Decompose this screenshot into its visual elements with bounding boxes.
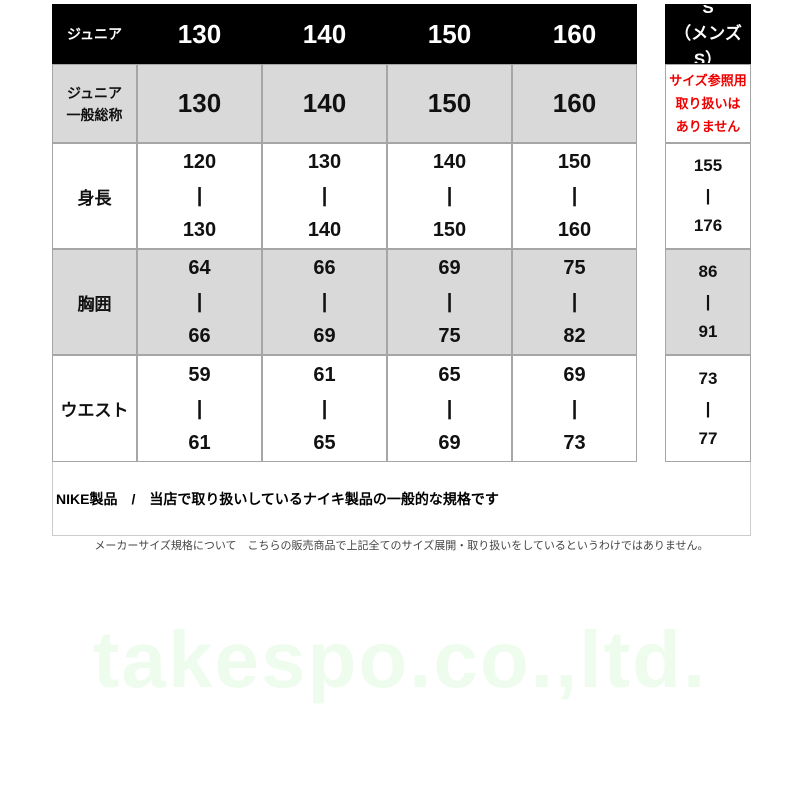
watermark: takespo.co.,ltd. xyxy=(92,615,708,704)
cell-text: | xyxy=(321,185,328,207)
cell-text: | xyxy=(571,291,578,313)
range-cell: 150 | 160 xyxy=(512,143,637,249)
brand-note: NIKE製品 / 当店で取り扱いしているナイキ製品の一般的な規格です xyxy=(52,461,751,536)
cell-text: ウエスト xyxy=(60,401,129,420)
cell-text: | xyxy=(196,185,203,207)
cell-text: 69 xyxy=(563,363,586,386)
general-size: 160 xyxy=(512,64,637,143)
range-cell: 65 | 69 xyxy=(387,355,512,462)
cell-text: | xyxy=(571,185,578,207)
cell-text: 130 xyxy=(177,88,222,118)
cell-text: 66 xyxy=(313,257,336,279)
cell-text: | xyxy=(705,292,711,311)
header-size: 150 xyxy=(387,4,512,64)
cell-text: 胸囲 xyxy=(77,294,112,314)
cell-text: 66 xyxy=(188,325,211,347)
cell-text: ありません xyxy=(675,119,741,134)
range-cell: 66 | 69 xyxy=(262,249,387,355)
cell-text: | xyxy=(196,397,203,420)
row-label: 身長 xyxy=(52,143,137,249)
cell-text: 140 xyxy=(302,88,347,118)
cell-text: サイズ参照用 xyxy=(669,73,747,88)
header-label: ジュニア xyxy=(52,4,137,64)
cell-text: 176 xyxy=(693,216,723,235)
mens-range-cell: 73 | 77 xyxy=(665,355,751,462)
cell-text: 61 xyxy=(188,431,211,454)
range-cell: 69 | 73 xyxy=(512,355,637,462)
header-size: 160 xyxy=(512,4,637,64)
cell-text: 140 xyxy=(302,18,347,49)
cell-text: 140 xyxy=(432,151,467,173)
header-size: 130 xyxy=(137,4,262,64)
cell-text: 140 xyxy=(307,219,342,241)
general-label: ジュニア 一般総称 xyxy=(52,64,137,143)
range-cell: 120 | 130 xyxy=(137,143,262,249)
cell-text: 120 xyxy=(182,151,217,173)
cell-text: 75 xyxy=(563,257,586,279)
row-label: 胸囲 xyxy=(52,249,137,355)
cell-text: 69 xyxy=(438,431,461,454)
range-cell: 69 | 75 xyxy=(387,249,512,355)
cell-text: 150 xyxy=(427,88,472,118)
range-cell: 64 | 66 xyxy=(137,249,262,355)
general-size: 140 xyxy=(262,64,387,143)
mens-range-cell: 86 | 91 xyxy=(665,249,751,355)
cell-text: 130 xyxy=(177,18,222,49)
cell-text: 155 xyxy=(693,156,723,175)
cell-text: 59 xyxy=(188,363,211,386)
row-label: ウエスト xyxy=(52,355,137,462)
cell-text: | xyxy=(446,397,453,420)
cell-text: 69 xyxy=(313,325,336,347)
cell-text: | xyxy=(705,186,711,205)
footer-disclaimer: メーカーサイズ規格について こちらの販売商品で上記全てのサイズ展開・取り扱いをし… xyxy=(94,540,709,552)
cell-text: 取り扱いは xyxy=(675,96,741,111)
cell-text: （メンズS） xyxy=(674,24,742,64)
mens-notice: サイズ参照用 取り扱いはありません xyxy=(665,64,751,143)
cell-text: 一般総称 xyxy=(66,106,123,123)
cell-text: 73 xyxy=(563,431,586,454)
cell-text: 150 xyxy=(427,18,472,49)
cell-text: 61 xyxy=(313,363,336,386)
cell-text: 75 xyxy=(438,325,461,347)
cell-text: 130 xyxy=(307,151,342,173)
cell-text: S xyxy=(702,4,714,17)
cell-text: 150 xyxy=(432,219,467,241)
cell-text: | xyxy=(321,291,328,313)
cell-text: | xyxy=(446,291,453,313)
cell-text: 65 xyxy=(313,431,336,454)
cell-text: 77 xyxy=(698,428,718,448)
cell-text: 86 xyxy=(698,262,718,281)
cell-text: 130 xyxy=(182,219,217,241)
cell-text: 73 xyxy=(698,368,718,388)
range-cell: 61 | 65 xyxy=(262,355,387,462)
cell-text: 160 xyxy=(552,18,597,49)
cell-text: | xyxy=(571,397,578,420)
mens-range-cell: 155 | 176 xyxy=(665,143,751,249)
cell-text: | xyxy=(446,185,453,207)
cell-text: 65 xyxy=(438,363,461,386)
cell-text: ジュニア xyxy=(66,84,123,101)
general-size: 150 xyxy=(387,64,512,143)
range-cell: 140 | 150 xyxy=(387,143,512,249)
cell-text: | xyxy=(196,291,203,313)
cell-text: 82 xyxy=(563,325,586,347)
cell-text: | xyxy=(705,398,711,418)
cell-text: | xyxy=(321,397,328,420)
cell-text: 160 xyxy=(552,88,597,118)
cell-text: 身長 xyxy=(77,188,112,208)
range-cell: 75 | 82 xyxy=(512,249,637,355)
header-size: 140 xyxy=(262,4,387,64)
general-size: 130 xyxy=(137,64,262,143)
range-cell: 130 | 140 xyxy=(262,143,387,249)
cell-text: 150 xyxy=(557,151,592,173)
cell-text: 69 xyxy=(438,257,461,279)
cell-text: 91 xyxy=(698,322,718,341)
cell-text: ジュニア xyxy=(66,26,123,42)
header-mens: S （メンズS） xyxy=(665,4,751,64)
cell-text: 160 xyxy=(557,219,592,241)
cell-text: 64 xyxy=(188,257,211,279)
range-cell: 59 | 61 xyxy=(137,355,262,462)
